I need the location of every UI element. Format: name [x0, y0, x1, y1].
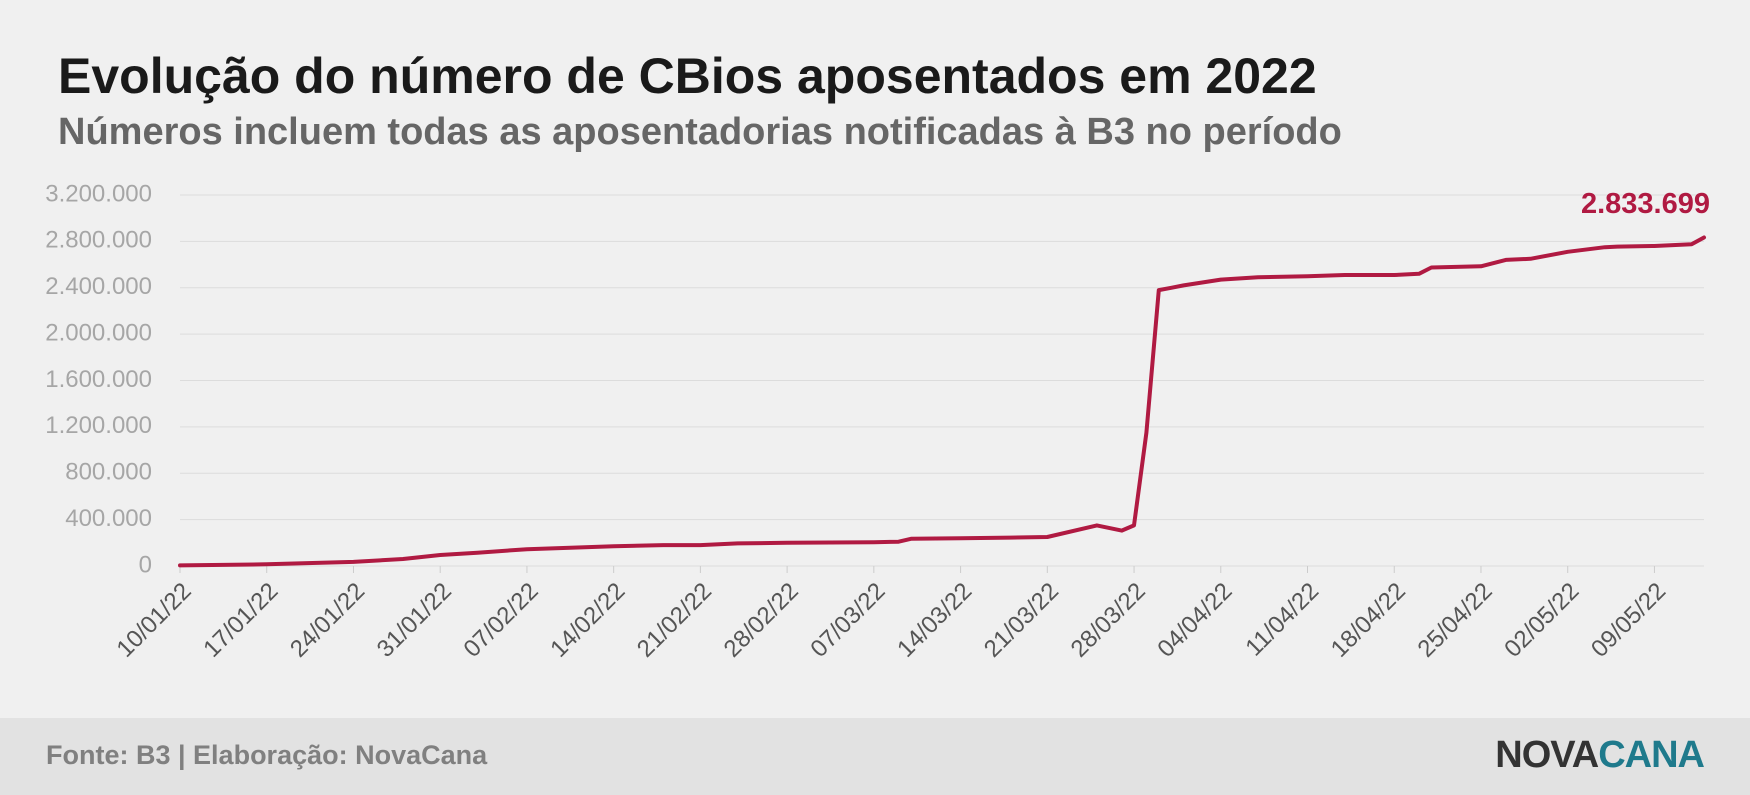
- y-tick-label: 3.200.000: [45, 180, 152, 207]
- footer-band: [0, 718, 1750, 795]
- logo: NOVACANA: [1495, 734, 1704, 776]
- chart-title: Evolução do número de CBios aposentados …: [58, 48, 1317, 104]
- y-tick-label: 2.800.000: [45, 227, 152, 254]
- logo-right: CANA: [1598, 734, 1704, 776]
- y-tick-label: 400.000: [65, 505, 152, 532]
- y-tick-label: 0: [139, 551, 152, 578]
- data-line: [178, 235, 1706, 568]
- value-label: 2.833.699: [1581, 188, 1710, 220]
- y-tick-label: 2.000.000: [45, 319, 152, 346]
- y-tick-label: 1.200.000: [45, 412, 152, 439]
- footer-source: Fonte: B3 | Elaboração: NovaCana: [46, 740, 488, 770]
- y-tick-label: 800.000: [65, 459, 152, 486]
- y-tick-label: 1.600.000: [45, 366, 152, 393]
- chart-subtitle: Números incluem todas as aposentadorias …: [58, 111, 1342, 153]
- y-tick-label: 2.400.000: [45, 273, 152, 300]
- logo-left: NOVA: [1495, 734, 1599, 776]
